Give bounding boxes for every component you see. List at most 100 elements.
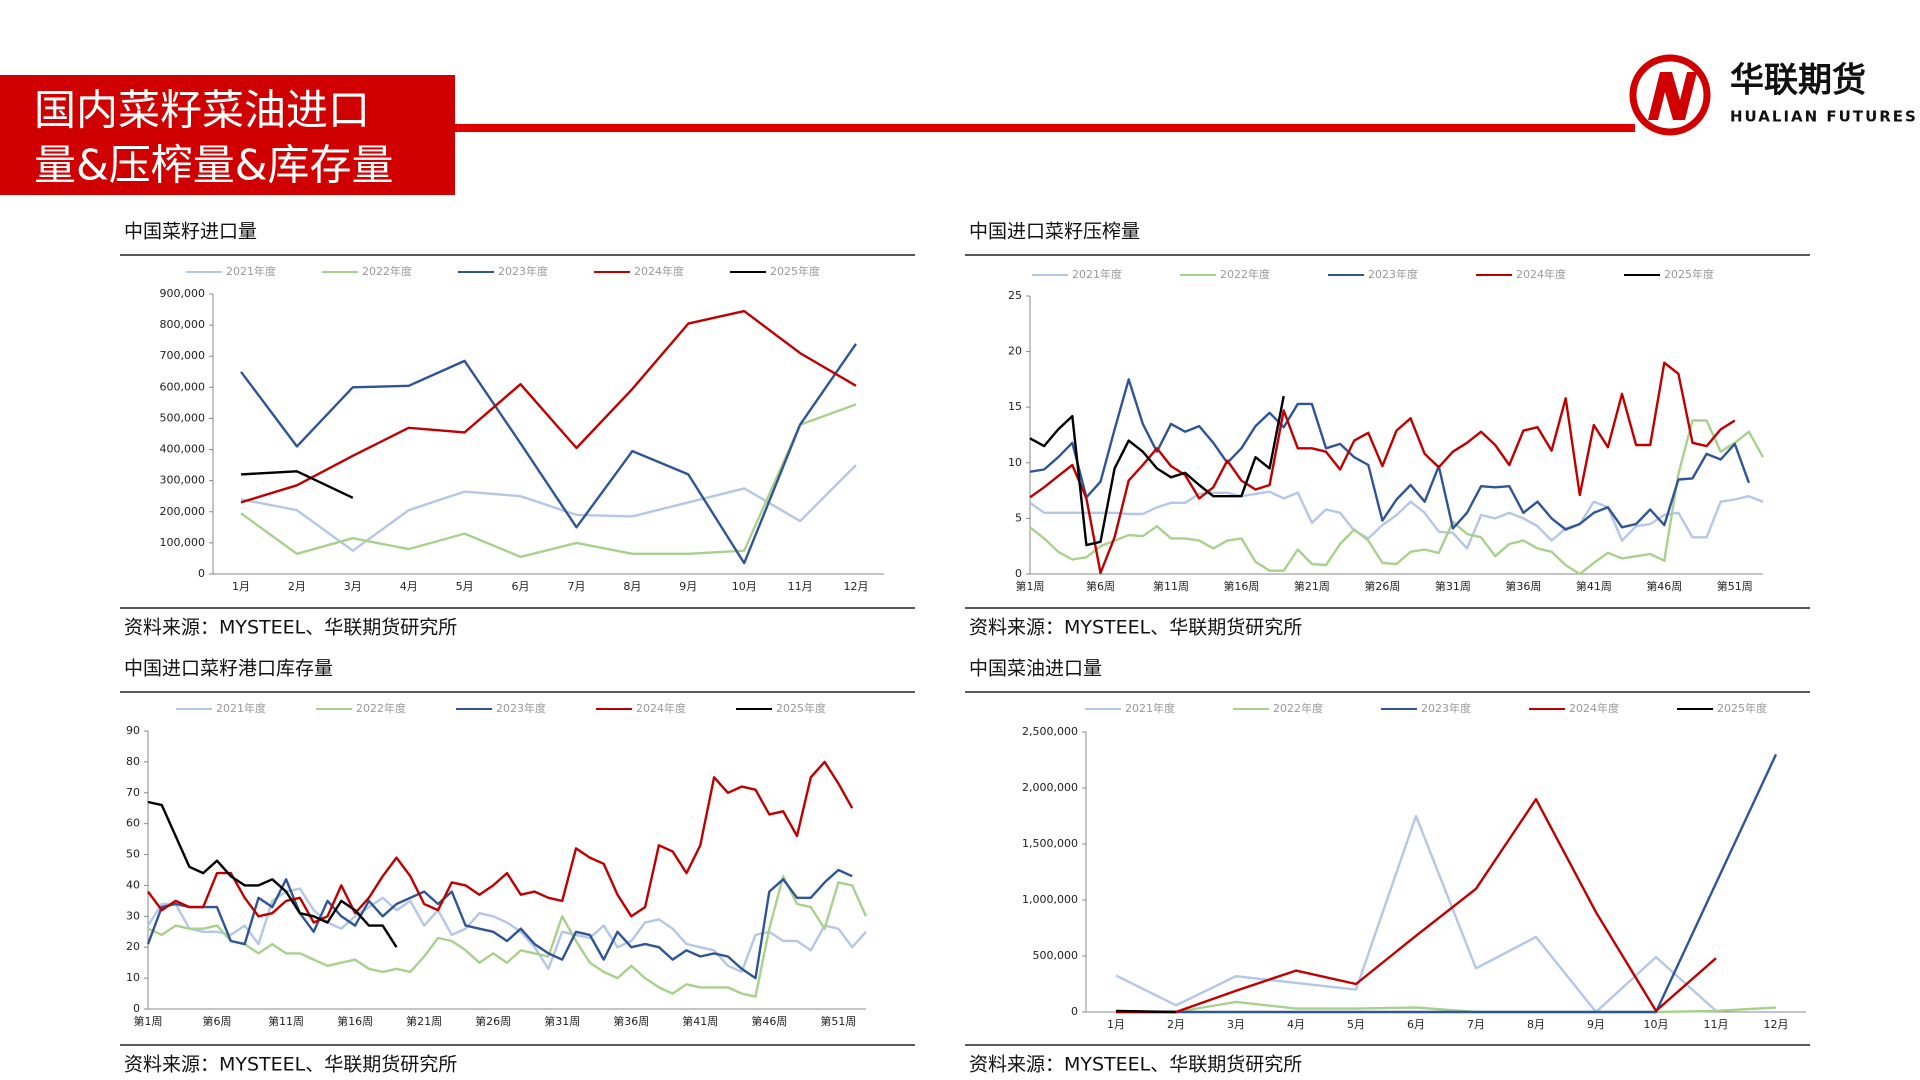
x-tick-label: 第11周 <box>268 1014 304 1028</box>
series-line <box>1115 1000 1777 1014</box>
series-line <box>240 309 857 504</box>
y-tick-label: 15 <box>1008 400 1022 413</box>
chart-title: 中国菜油进口量 <box>969 658 1102 680</box>
y-tick-label: 50 <box>126 848 140 861</box>
x-tick-label: 第31周 <box>544 1014 580 1028</box>
y-tick-label: 800,000 <box>160 318 206 331</box>
legend-label: 2021年度 <box>1072 267 1122 281</box>
x-tick-label: 9月 <box>1587 1018 1605 1031</box>
x-tick-label: 第21周 <box>406 1014 442 1028</box>
y-tick-label: 0 <box>1015 567 1022 580</box>
y-tick-label: 25 <box>1008 289 1022 302</box>
series-line <box>1116 753 1778 1014</box>
series-line <box>1029 378 1751 531</box>
x-tick-label: 第46周 <box>1646 579 1682 593</box>
legend-label: 2023年度 <box>496 701 546 715</box>
series-line <box>240 464 857 552</box>
x-tick-label: 11月 <box>788 580 813 593</box>
legend-label: 2023年度 <box>498 264 548 278</box>
x-tick-label: 1月 <box>1107 1018 1125 1031</box>
title-rule <box>455 124 1635 132</box>
y-tick-label: 300,000 <box>160 474 206 487</box>
y-tick-label: 500,000 <box>1033 949 1079 962</box>
x-tick-label: 第26周 <box>475 1014 511 1028</box>
x-tick-label: 7月 <box>1467 1018 1485 1031</box>
x-tick-label: 第51周 <box>820 1014 856 1028</box>
x-tick-label: 11月 <box>1704 1018 1729 1031</box>
x-tick-label: 第36周 <box>613 1014 649 1028</box>
x-tick-label: 3月 <box>344 580 362 593</box>
y-tick-label: 1,000,000 <box>1022 893 1078 906</box>
legend-label: 2024年度 <box>634 264 684 278</box>
x-tick-label: 10月 <box>732 580 757 593</box>
y-tick-label: 0 <box>1071 1005 1078 1018</box>
x-tick-label: 8月 <box>1527 1018 1545 1031</box>
x-tick-label: 10月 <box>1644 1018 1669 1031</box>
x-tick-label: 5月 <box>456 580 474 593</box>
logo: 华联期货 HUALIAN FUTURES <box>1629 54 1916 136</box>
y-tick-label: 400,000 <box>160 443 206 456</box>
series-line <box>1115 814 1717 1014</box>
y-tick-label: 500,000 <box>160 411 206 424</box>
series-line <box>240 470 354 499</box>
series-line <box>1029 419 1765 576</box>
series-line <box>146 868 853 980</box>
y-tick-label: 70 <box>126 786 140 799</box>
x-tick-label: 第41周 <box>1576 579 1612 593</box>
y-tick-label: 0 <box>133 1002 140 1015</box>
x-tick-label: 第41周 <box>682 1014 718 1028</box>
x-tick-label: 第16周 <box>1223 579 1259 593</box>
y-tick-label: 5 <box>1015 511 1022 524</box>
x-tick-label: 第16周 <box>337 1014 373 1028</box>
legend-label: 2021年度 <box>1125 701 1175 715</box>
legend-label: 2022年度 <box>1220 267 1270 281</box>
x-tick-label: 第6周 <box>1086 579 1115 593</box>
slide-title: 国内菜籽菜油进口 <box>34 86 370 135</box>
x-tick-label: 第31周 <box>1435 579 1471 593</box>
x-tick-label: 2月 <box>288 580 306 593</box>
series-line <box>147 875 868 998</box>
x-tick-label: 第46周 <box>751 1014 787 1028</box>
chart-title: 中国进口菜籽港口库存量 <box>124 658 333 680</box>
y-tick-label: 90 <box>126 724 140 737</box>
x-tick-label: 第6周 <box>203 1014 232 1028</box>
x-tick-label: 3月 <box>1227 1018 1245 1031</box>
y-tick-label: 1,500,000 <box>1022 837 1078 850</box>
chart-title: 中国进口菜籽压榨量 <box>969 221 1140 243</box>
y-tick-label: 20 <box>126 940 140 953</box>
logo-n <box>1648 72 1697 120</box>
y-tick-label: 100,000 <box>160 536 206 549</box>
y-tick-label: 0 <box>198 567 205 580</box>
y-tick-label: 10 <box>126 971 140 984</box>
source-note: 资料来源：MYSTEEL、华联期货研究所 <box>124 1054 457 1076</box>
x-tick-label: 4月 <box>1287 1018 1305 1031</box>
legend-label: 2022年度 <box>356 701 406 715</box>
x-tick-label: 2月 <box>1167 1018 1185 1031</box>
source-note: 资料来源：MYSTEEL、华联期货研究所 <box>969 1054 1302 1076</box>
source-note: 资料来源：MYSTEEL、华联期货研究所 <box>124 617 457 639</box>
series-line <box>1029 490 1764 550</box>
y-tick-label: 20 <box>1008 345 1022 358</box>
x-tick-label: 6月 <box>512 580 530 593</box>
x-tick-label: 第21周 <box>1294 579 1330 593</box>
legend-label: 2025年度 <box>1664 267 1714 281</box>
x-tick-label: 4月 <box>400 580 418 593</box>
chart-title: 中国菜籽进口量 <box>124 221 257 243</box>
x-tick-label: 5月 <box>1347 1018 1365 1031</box>
series-line <box>1029 361 1736 575</box>
legend-label: 2022年度 <box>362 264 412 278</box>
slide-title: 量&压榨量&库存量 <box>34 141 394 190</box>
y-tick-label: 600,000 <box>160 380 206 393</box>
legend-label: 2025年度 <box>776 701 826 715</box>
title-box <box>0 75 455 195</box>
y-tick-label: 700,000 <box>160 349 206 362</box>
x-tick-label: 1月 <box>232 580 250 593</box>
legend-label: 2024年度 <box>1516 267 1566 281</box>
x-tick-label: 8月 <box>623 580 641 593</box>
y-tick-label: 900,000 <box>160 287 206 300</box>
legend-label: 2021年度 <box>226 264 276 278</box>
x-tick-label: 第11周 <box>1153 579 1189 593</box>
series-line <box>147 800 398 948</box>
x-tick-label: 第1周 <box>134 1014 163 1028</box>
